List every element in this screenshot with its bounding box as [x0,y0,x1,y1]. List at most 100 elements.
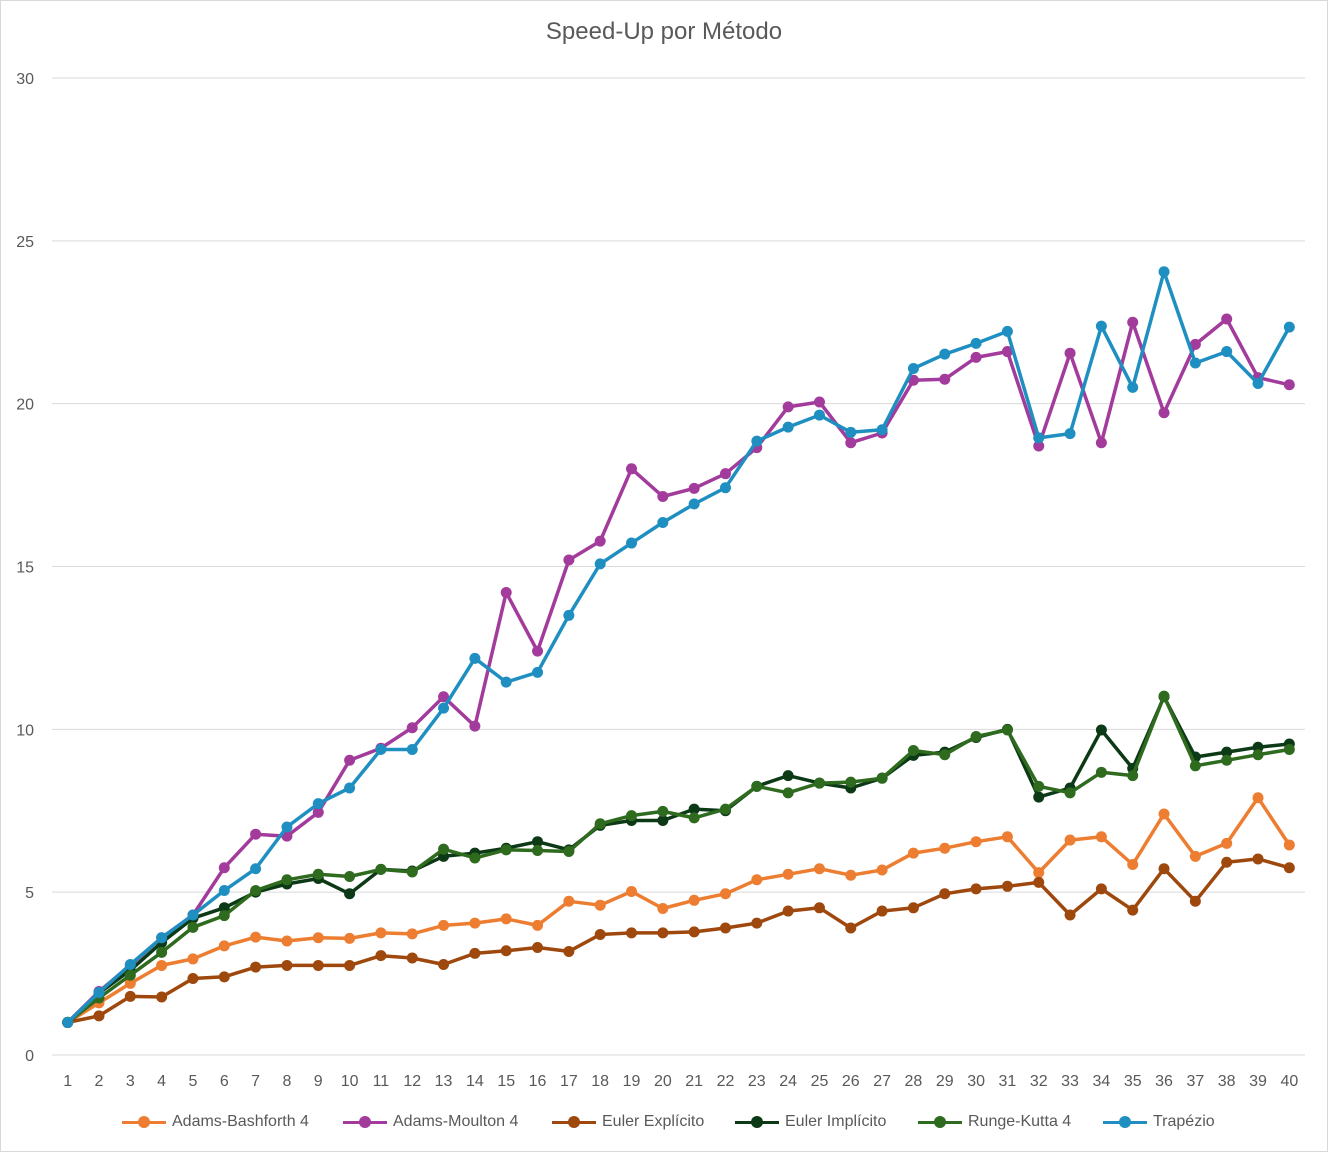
data-point [813,409,825,421]
data-point [688,803,700,815]
data-point [218,885,230,897]
data-point [218,902,230,914]
x-tick-label: 29 [936,1073,954,1090]
data-point [1221,313,1233,325]
data-point [1064,347,1076,359]
legend-label: Euler Implícito [785,1113,887,1130]
data-point [344,932,356,944]
series-line [65,694,1292,1025]
data-point [845,426,857,438]
y-tick-label: 30 [16,71,34,88]
data-point [1033,791,1045,803]
data-point [876,424,888,436]
x-tick-label: 9 [314,1073,323,1090]
data-point [782,905,794,917]
data-point [876,864,888,876]
data-point [344,888,356,900]
data-point [438,702,450,714]
data-point [1221,856,1233,868]
data-point [876,905,888,917]
data-point [626,927,638,939]
data-point [218,862,230,874]
data-point [1127,904,1139,916]
data-point [813,777,825,789]
data-point [1221,754,1233,766]
x-tick-label: 27 [873,1073,891,1090]
y-tick-label: 5 [25,885,34,902]
data-point [1033,440,1045,452]
data-point [469,652,481,664]
x-tick-label: 15 [497,1073,515,1090]
data-point [907,847,919,859]
data-point [751,874,763,886]
data-point [1033,867,1045,879]
data-point [406,744,418,756]
data-point [1158,863,1170,875]
x-tick-label: 39 [1249,1073,1267,1090]
data-point [813,396,825,408]
data-point [1283,862,1295,874]
data-point [500,945,512,957]
data-point [719,922,731,934]
data-point [719,888,731,900]
data-point [1127,316,1139,328]
data-point [344,754,356,766]
legend-swatch [735,1115,779,1129]
y-tick-label: 20 [16,397,34,414]
x-tick-label: 36 [1155,1073,1173,1090]
data-point [594,535,606,547]
data-point [563,554,575,566]
chart-legend: Adams-Bashforth 4 Adams-Moulton 4 Euler Ex… [0,1108,1328,1136]
legend-label: Trapézio [1153,1113,1215,1130]
x-tick-label: 18 [591,1073,609,1090]
chart-title: Speed-Up por Método [545,18,783,45]
data-point [187,909,199,921]
data-point [124,958,136,970]
data-point [751,435,763,447]
legend-item: Adams-Moulton 4 [343,1108,518,1136]
data-point [469,852,481,864]
series-line [65,317,1292,1025]
data-point [845,869,857,881]
x-tick-label: 24 [779,1073,797,1090]
data-point [594,929,606,941]
series-line [65,857,1292,1025]
data-point [563,609,575,621]
data-point [1283,379,1295,391]
data-point [312,959,324,971]
data-point [1189,338,1201,350]
data-point [500,844,512,856]
data-point [1064,834,1076,846]
data-point [438,958,450,970]
data-point [438,691,450,703]
data-point [563,845,575,857]
y-tick-label: 25 [16,234,34,251]
x-tick-label: 13 [435,1073,453,1090]
data-point [344,782,356,794]
data-point [782,787,794,799]
data-point [156,959,168,971]
data-point [782,770,794,782]
data-point [1001,724,1013,736]
x-tick-label: 40 [1280,1073,1298,1090]
data-point [626,810,638,822]
data-point [970,730,982,742]
data-point [657,490,669,502]
data-point [156,946,168,958]
x-tick-label: 33 [1061,1073,1079,1090]
legend-swatch [343,1115,387,1129]
data-point [1127,858,1139,870]
data-point [344,959,356,971]
series-line [65,270,1292,1025]
data-point [657,517,669,529]
data-point [1001,880,1013,892]
data-point [344,871,356,883]
data-point [312,798,324,810]
legend-item: Trapézio [1103,1108,1215,1136]
data-point [281,874,293,886]
data-point [1095,831,1107,843]
data-point [1283,839,1295,851]
data-point [845,437,857,449]
data-point [218,971,230,983]
data-point [1064,909,1076,921]
